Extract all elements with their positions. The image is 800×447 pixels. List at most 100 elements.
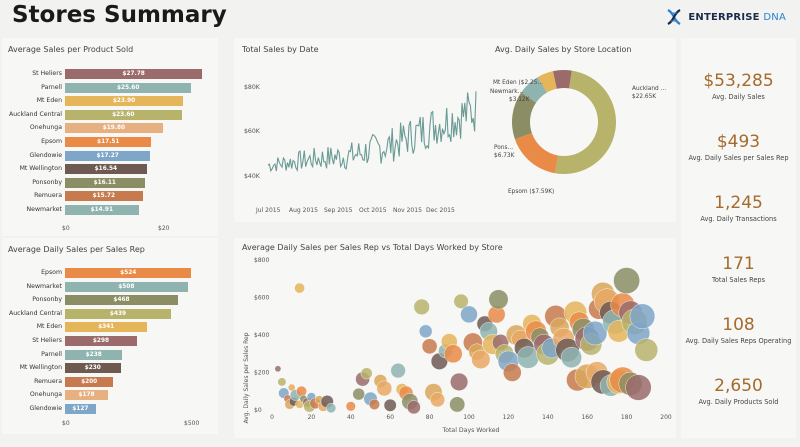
bar[interactable]: $230 xyxy=(65,363,121,374)
donut-label: Epsom ($7.59K) xyxy=(508,189,554,195)
donut-label: Mt Eden ($2.25... xyxy=(493,80,543,86)
scatter-point[interactable] xyxy=(360,367,373,380)
donut-slice[interactable] xyxy=(521,77,547,103)
bar[interactable]: $14.91 xyxy=(65,205,139,215)
scatter-point[interactable] xyxy=(390,363,406,379)
bar[interactable]: $178 xyxy=(65,390,108,401)
bar-row[interactable]: Glendowie $17.27 xyxy=(2,150,218,161)
bar-row[interactable]: Auckland Central $439 xyxy=(2,308,218,319)
scatter-point[interactable] xyxy=(613,267,640,294)
bar-value-label: $341 xyxy=(98,324,115,331)
bar-row[interactable]: Glendowie $127 xyxy=(2,404,218,414)
bar-row[interactable]: Ponsonby $468 xyxy=(2,295,218,306)
bar-row[interactable]: Remuera $200 xyxy=(2,376,218,387)
bar[interactable]: $468 xyxy=(65,295,178,306)
avg-daily-sales-per-rep-panel[interactable]: Average Daily Sales per Sales Rep Epsom $… xyxy=(2,238,218,434)
bar[interactable]: $16.11 xyxy=(65,177,145,188)
scatter-point[interactable] xyxy=(294,282,305,294)
scatter-point[interactable] xyxy=(583,320,608,346)
scatter-point[interactable] xyxy=(296,385,307,397)
bar-row[interactable]: Onehunga $19.80 xyxy=(2,123,218,134)
bar[interactable]: $16.54 xyxy=(65,164,147,175)
bar[interactable]: $439 xyxy=(65,308,171,319)
scatter-point[interactable] xyxy=(429,392,445,408)
kpi-value: $53,285 xyxy=(703,71,774,91)
scatter-point[interactable] xyxy=(449,396,466,413)
scatter-point[interactable] xyxy=(418,324,433,339)
scatter-point[interactable] xyxy=(560,346,582,368)
bar[interactable]: $238 xyxy=(65,349,123,360)
scatter-point[interactable] xyxy=(453,293,469,309)
bar[interactable]: $508 xyxy=(65,281,188,292)
bar[interactable]: $17.51 xyxy=(65,137,152,147)
scatter-point[interactable] xyxy=(625,374,652,401)
bar-row[interactable]: Mt Eden $341 xyxy=(2,322,218,333)
donut-slice[interactable] xyxy=(514,133,559,174)
bar-row[interactable]: Mt Wellington $230 xyxy=(2,363,218,374)
scatter-point[interactable] xyxy=(450,372,469,391)
kpi-label: Avg. Daily Sales per Sales Rep xyxy=(688,154,789,162)
bar-label: Onehunga xyxy=(29,391,62,399)
bar-row[interactable]: Onehunga $178 xyxy=(2,390,218,401)
bar[interactable]: $19.80 xyxy=(65,123,163,134)
kpi-value: 2,650 xyxy=(714,376,763,396)
avg-sales-per-product-panel[interactable]: Average Sales per Product Sold St Helier… xyxy=(2,38,218,236)
bar-row[interactable]: St Heliers $298 xyxy=(2,336,218,346)
scatter-point[interactable] xyxy=(383,398,397,412)
bar-row[interactable]: Parnell $25.60 xyxy=(2,82,218,93)
donut-slice[interactable] xyxy=(512,92,537,140)
bar-row[interactable]: Newmarket $14.91 xyxy=(2,205,218,215)
scatter-point[interactable] xyxy=(460,305,478,324)
bar-row[interactable]: Mt Eden $23.90 xyxy=(2,96,218,107)
scatter-point[interactable] xyxy=(406,400,421,415)
scatter-point[interactable] xyxy=(368,398,380,410)
logo-text: ENTERPRISE DNA xyxy=(688,12,786,23)
scatter-point[interactable] xyxy=(503,363,522,382)
bar[interactable]: $17.27 xyxy=(65,150,151,161)
bar-row[interactable]: Auckland Central $23.60 xyxy=(2,109,218,120)
scatter-point[interactable] xyxy=(277,377,287,387)
scatter-panel[interactable]: Average Daily Sales per Sales Rep vs Tot… xyxy=(234,238,676,438)
bar-row[interactable]: Epsom $17.51 xyxy=(2,137,218,147)
bar[interactable]: $23.60 xyxy=(65,109,182,120)
bar-row[interactable]: Remuera $15.72 xyxy=(2,191,218,202)
scatter-point[interactable] xyxy=(443,344,463,364)
scatter-point[interactable] xyxy=(352,387,365,401)
sales-date-panel[interactable]: Total Sales by Date $80K $60K $40K Jul 2… xyxy=(234,38,676,222)
scatter-point[interactable] xyxy=(326,403,337,414)
donut-chart[interactable]: Auckland ... $22.65K Epsom ($7.59K) Pons… xyxy=(484,58,676,222)
bar-row[interactable]: Mt Wellington $16.54 xyxy=(2,164,218,175)
axis-tick: $20 xyxy=(158,225,170,232)
scatter-point[interactable] xyxy=(345,401,356,412)
scatter-point[interactable] xyxy=(413,298,430,316)
line-chart[interactable]: $80K $60K $40K Jul 2015 Aug 2015 Sep 201… xyxy=(234,38,484,222)
bar[interactable]: $127 xyxy=(65,404,96,414)
bar[interactable]: $15.72 xyxy=(65,191,143,202)
scatter-point[interactable] xyxy=(629,303,656,330)
bar-row[interactable]: Newmarket $508 xyxy=(2,281,218,292)
bar[interactable]: $341 xyxy=(65,322,148,333)
y-tick: $0 xyxy=(254,407,262,414)
scatter-point[interactable] xyxy=(376,380,393,397)
scatter-point[interactable] xyxy=(471,349,491,369)
bar-row[interactable]: Epsom $524 xyxy=(2,268,218,278)
scatter-point[interactable] xyxy=(421,338,438,355)
scatter-point[interactable] xyxy=(274,365,282,373)
bar[interactable]: $25.60 xyxy=(65,82,192,93)
bar[interactable]: $27.78 xyxy=(65,69,203,79)
scatter-chart[interactable]: Avg. Daily Sales per Sales Rep Total Day… xyxy=(234,238,676,438)
donut-slice[interactable] xyxy=(552,70,572,89)
bar-value-label: $468 xyxy=(113,297,130,304)
scatter-point[interactable] xyxy=(488,289,509,310)
bar-row[interactable]: Parnell $238 xyxy=(2,349,218,360)
donut-slice[interactable] xyxy=(537,71,557,93)
bar-value-label: $15.72 xyxy=(92,193,115,200)
donut-slice[interactable] xyxy=(554,70,617,175)
bar[interactable]: $298 xyxy=(65,336,137,346)
bar-row[interactable]: St Heliers $27.78 xyxy=(2,69,218,79)
bar[interactable]: $23.90 xyxy=(65,96,183,107)
scatter-point[interactable] xyxy=(634,338,658,362)
bar[interactable]: $200 xyxy=(65,376,114,387)
bar[interactable]: $524 xyxy=(65,268,192,278)
bar-row[interactable]: Ponsonby $16.11 xyxy=(2,177,218,188)
